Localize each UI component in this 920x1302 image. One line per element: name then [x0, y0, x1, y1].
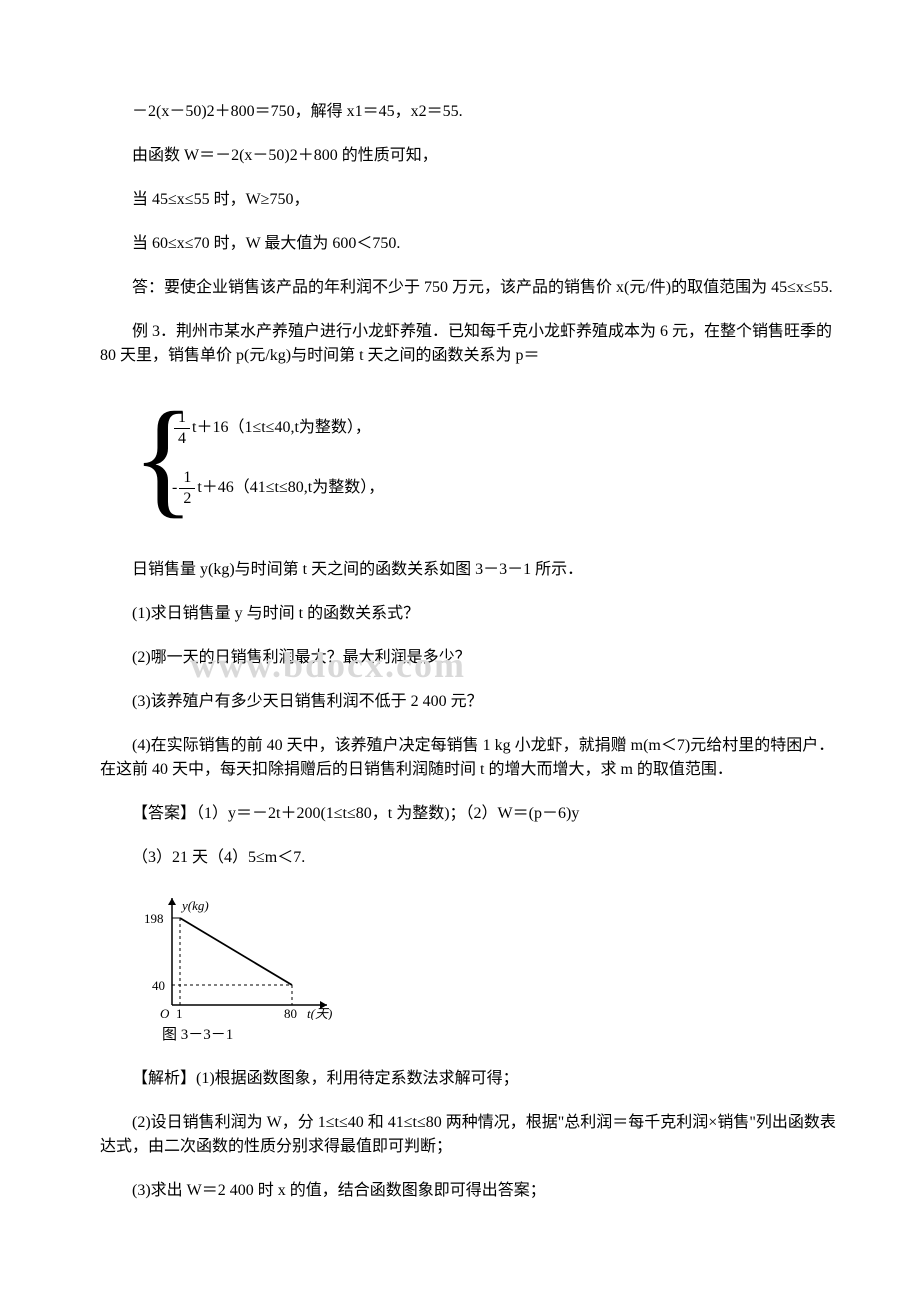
formula-line-1: 1 4 t＋16（1≤t≤40,t为整数）， [172, 398, 384, 458]
numerator: 1 [174, 408, 190, 428]
denominator: 4 [174, 429, 190, 448]
data-line [180, 918, 292, 985]
paragraph: 当 45≤x≤55 时，W≥750， [100, 188, 840, 212]
paragraph: 答：要使企业销售该产品的年利润不少于 750 万元，该产品的销售价 x(元/件)… [100, 276, 840, 300]
piecewise-formula: { 1 4 t＋16（1≤t≤40,t为整数）， - 1 2 t＋ [132, 388, 840, 538]
y-axis-label: y(kg) [180, 898, 209, 913]
paragraph: 例 3．荆州市某水产养殖户进行小龙虾养殖．已知每千克小龙虾养殖成本为 6 元，在… [100, 320, 840, 368]
paragraph: （3）21 天（4）5≤m＜7. [100, 846, 840, 870]
formula-text: t＋16（1≤t≤40,t为整数）， [192, 416, 371, 440]
y-tick-label: 40 [152, 978, 165, 993]
paragraph: (3)该养殖户有多少天日销售利润不低于 2 400 元？ [100, 690, 840, 714]
y-tick-label: 198 [144, 911, 164, 926]
paragraph: (2)哪一天的日销售利润最大？最大利润是多少？ [100, 646, 840, 670]
paragraph: (2)设日销售利润为 W，分 1≤t≤40 和 41≤t≤80 两种情况，根据"… [100, 1111, 840, 1159]
y-axis-arrow-icon [168, 898, 176, 905]
formula-text: - [172, 476, 177, 500]
paragraph: －2(x－50)2＋800＝750，解得 x1＝45，x2＝55. [100, 100, 840, 124]
paragraph: 当 60≤x≤70 时，W 最大值为 600＜750. [100, 232, 840, 256]
formula-line-2: - 1 2 t＋46（41≤t≤80,t为整数）， [172, 458, 384, 518]
numerator: 1 [179, 468, 195, 488]
paragraph: 【解析】(1)根据函数图象，利用待定系数法求解可得； [100, 1067, 840, 1091]
denominator: 2 [179, 489, 195, 508]
x-tick-label: 1 [176, 1006, 183, 1020]
x-tick-label: 80 [284, 1006, 297, 1020]
formula-text: t＋46（41≤t≤80,t为整数）， [197, 476, 384, 500]
paragraph: (4)在实际销售的前 40 天中，该养殖户决定每销售 1 kg 小龙虾，就捐赠 … [100, 734, 840, 782]
paragraph: 由函数 W＝－2(x－50)2＋800 的性质可知， [100, 144, 840, 168]
figure-caption: 图 3－3－1 [132, 1024, 840, 1047]
fraction: 1 2 [179, 468, 195, 507]
chart-svg: y(kg) 198 40 O 1 80 t(天) [132, 890, 342, 1020]
paragraph: (3)求出 W＝2 400 时 x 的值，结合函数图象即可得出答案； [100, 1179, 840, 1203]
line-chart-figure: y(kg) 198 40 O 1 80 t(天) 图 3－3－1 [132, 890, 840, 1047]
fraction: 1 4 [174, 408, 190, 447]
paragraph: 日销售量 y(kg)与时间第 t 天之间的函数关系如图 3－3－1 所示． [100, 558, 840, 582]
origin-label: O [160, 1006, 170, 1020]
paragraph: (1)求日销售量 y 与时间 t 的函数关系式？ [100, 602, 840, 626]
paragraph: 【答案】（1）y＝－2t＋200(1≤t≤80，t 为整数)；（2）W＝(p－6… [100, 802, 840, 826]
x-axis-label: t(天) [307, 1006, 332, 1020]
